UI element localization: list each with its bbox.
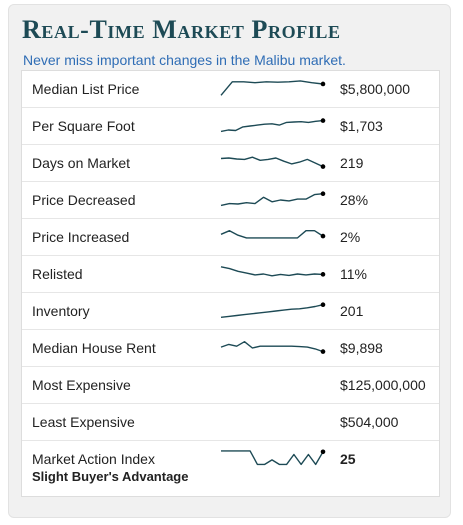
sparkline-line <box>220 119 324 133</box>
table-row-days-on-market: Days on Market 219 <box>22 145 439 182</box>
page-subtitle: Never miss important changes in the Mali… <box>23 52 346 68</box>
row-value: 11% <box>340 266 367 282</box>
sparkline-median-house-rent <box>220 340 326 354</box>
row-value: $1,703 <box>340 118 383 134</box>
sparkline-end-dot <box>320 118 326 123</box>
sparkline-line <box>220 156 324 168</box>
row-value: 2% <box>340 229 361 245</box>
table-row-market-action-index: Market Action Index Slight Buyer's Advan… <box>22 441 439 496</box>
sparkline-line <box>220 80 324 96</box>
sparkline-days-on-market <box>220 156 326 169</box>
market-action-status: Slight Buyer's Advantage <box>32 469 189 484</box>
table-row-inventory: Inventory 201 <box>22 293 439 330</box>
row-value: 28% <box>340 192 369 208</box>
row-value: 201 <box>340 303 364 319</box>
market-profile-panel: Real-Time Market Profile Never miss impo… <box>8 4 451 518</box>
sparkline-line <box>221 450 324 466</box>
sparkline-end-dot <box>320 164 326 169</box>
table-row-price-decreased: Price Decreased 28% <box>22 182 439 219</box>
sparkline-end-dot <box>320 272 326 277</box>
sparkline-end-dot <box>320 233 326 239</box>
row-label: Days on Market <box>32 155 131 171</box>
row-value: 219 <box>340 155 364 171</box>
row-label: Median List Price <box>32 81 140 97</box>
sparkline-end-dot <box>320 349 326 354</box>
row-label: Per Square Foot <box>32 118 135 134</box>
row-label: Price Decreased <box>32 192 136 208</box>
sparkline-line <box>220 229 324 239</box>
sparkline-end-dot <box>320 81 326 87</box>
sparkline-per-square-foot <box>220 118 326 133</box>
market-action-value: 25 <box>340 451 356 467</box>
row-value: $5,800,000 <box>340 81 411 97</box>
sparkline-line <box>220 266 324 277</box>
row-label: Inventory <box>32 303 90 319</box>
table-row-median-house-rent: Median House Rent $9,898 <box>22 330 439 367</box>
sparkline-line <box>220 340 324 353</box>
sparkline-line <box>220 304 324 318</box>
table-row-most-expensive: Most Expensive $125,000,000 <box>22 367 439 404</box>
sparkline-price-decreased <box>220 191 326 207</box>
table-row-per-square-foot: Per Square Foot $1,703 <box>22 108 439 145</box>
row-value: $125,000,000 <box>340 377 426 393</box>
table-row-median-list-price: Median List Price $5,800,000 <box>22 71 439 108</box>
sparkline-relisted <box>220 266 326 277</box>
sparkline-end-dot <box>320 191 326 196</box>
sparkline-median-list-price <box>220 80 326 96</box>
row-label: Least Expensive <box>32 414 135 430</box>
row-label: Median House Rent <box>32 340 156 356</box>
row-label: Market Action Index <box>32 451 155 467</box>
table-row-least-expensive: Least Expensive $504,000 <box>22 404 439 441</box>
row-label: Price Increased <box>32 229 130 245</box>
row-value: $9,898 <box>340 340 383 356</box>
table-row-relisted: Relisted 11% <box>22 256 439 293</box>
sparkline-end-dot <box>320 302 326 307</box>
row-label: Most Expensive <box>32 377 131 393</box>
sparkline-line <box>220 193 324 207</box>
page-title: Real-Time Market Profile <box>22 15 341 44</box>
sparkline-price-increased <box>220 229 326 239</box>
sparkline-inventory <box>220 302 326 318</box>
sparkline-end-dot <box>320 449 326 455</box>
row-label: Relisted <box>32 266 83 282</box>
market-profile-table: Median List Price $5,800,000 Per Square … <box>21 70 440 497</box>
sparkline-market-action-index <box>221 449 326 466</box>
table-row-price-increased: Price Increased 2% <box>22 219 439 256</box>
row-value: $504,000 <box>340 414 399 430</box>
